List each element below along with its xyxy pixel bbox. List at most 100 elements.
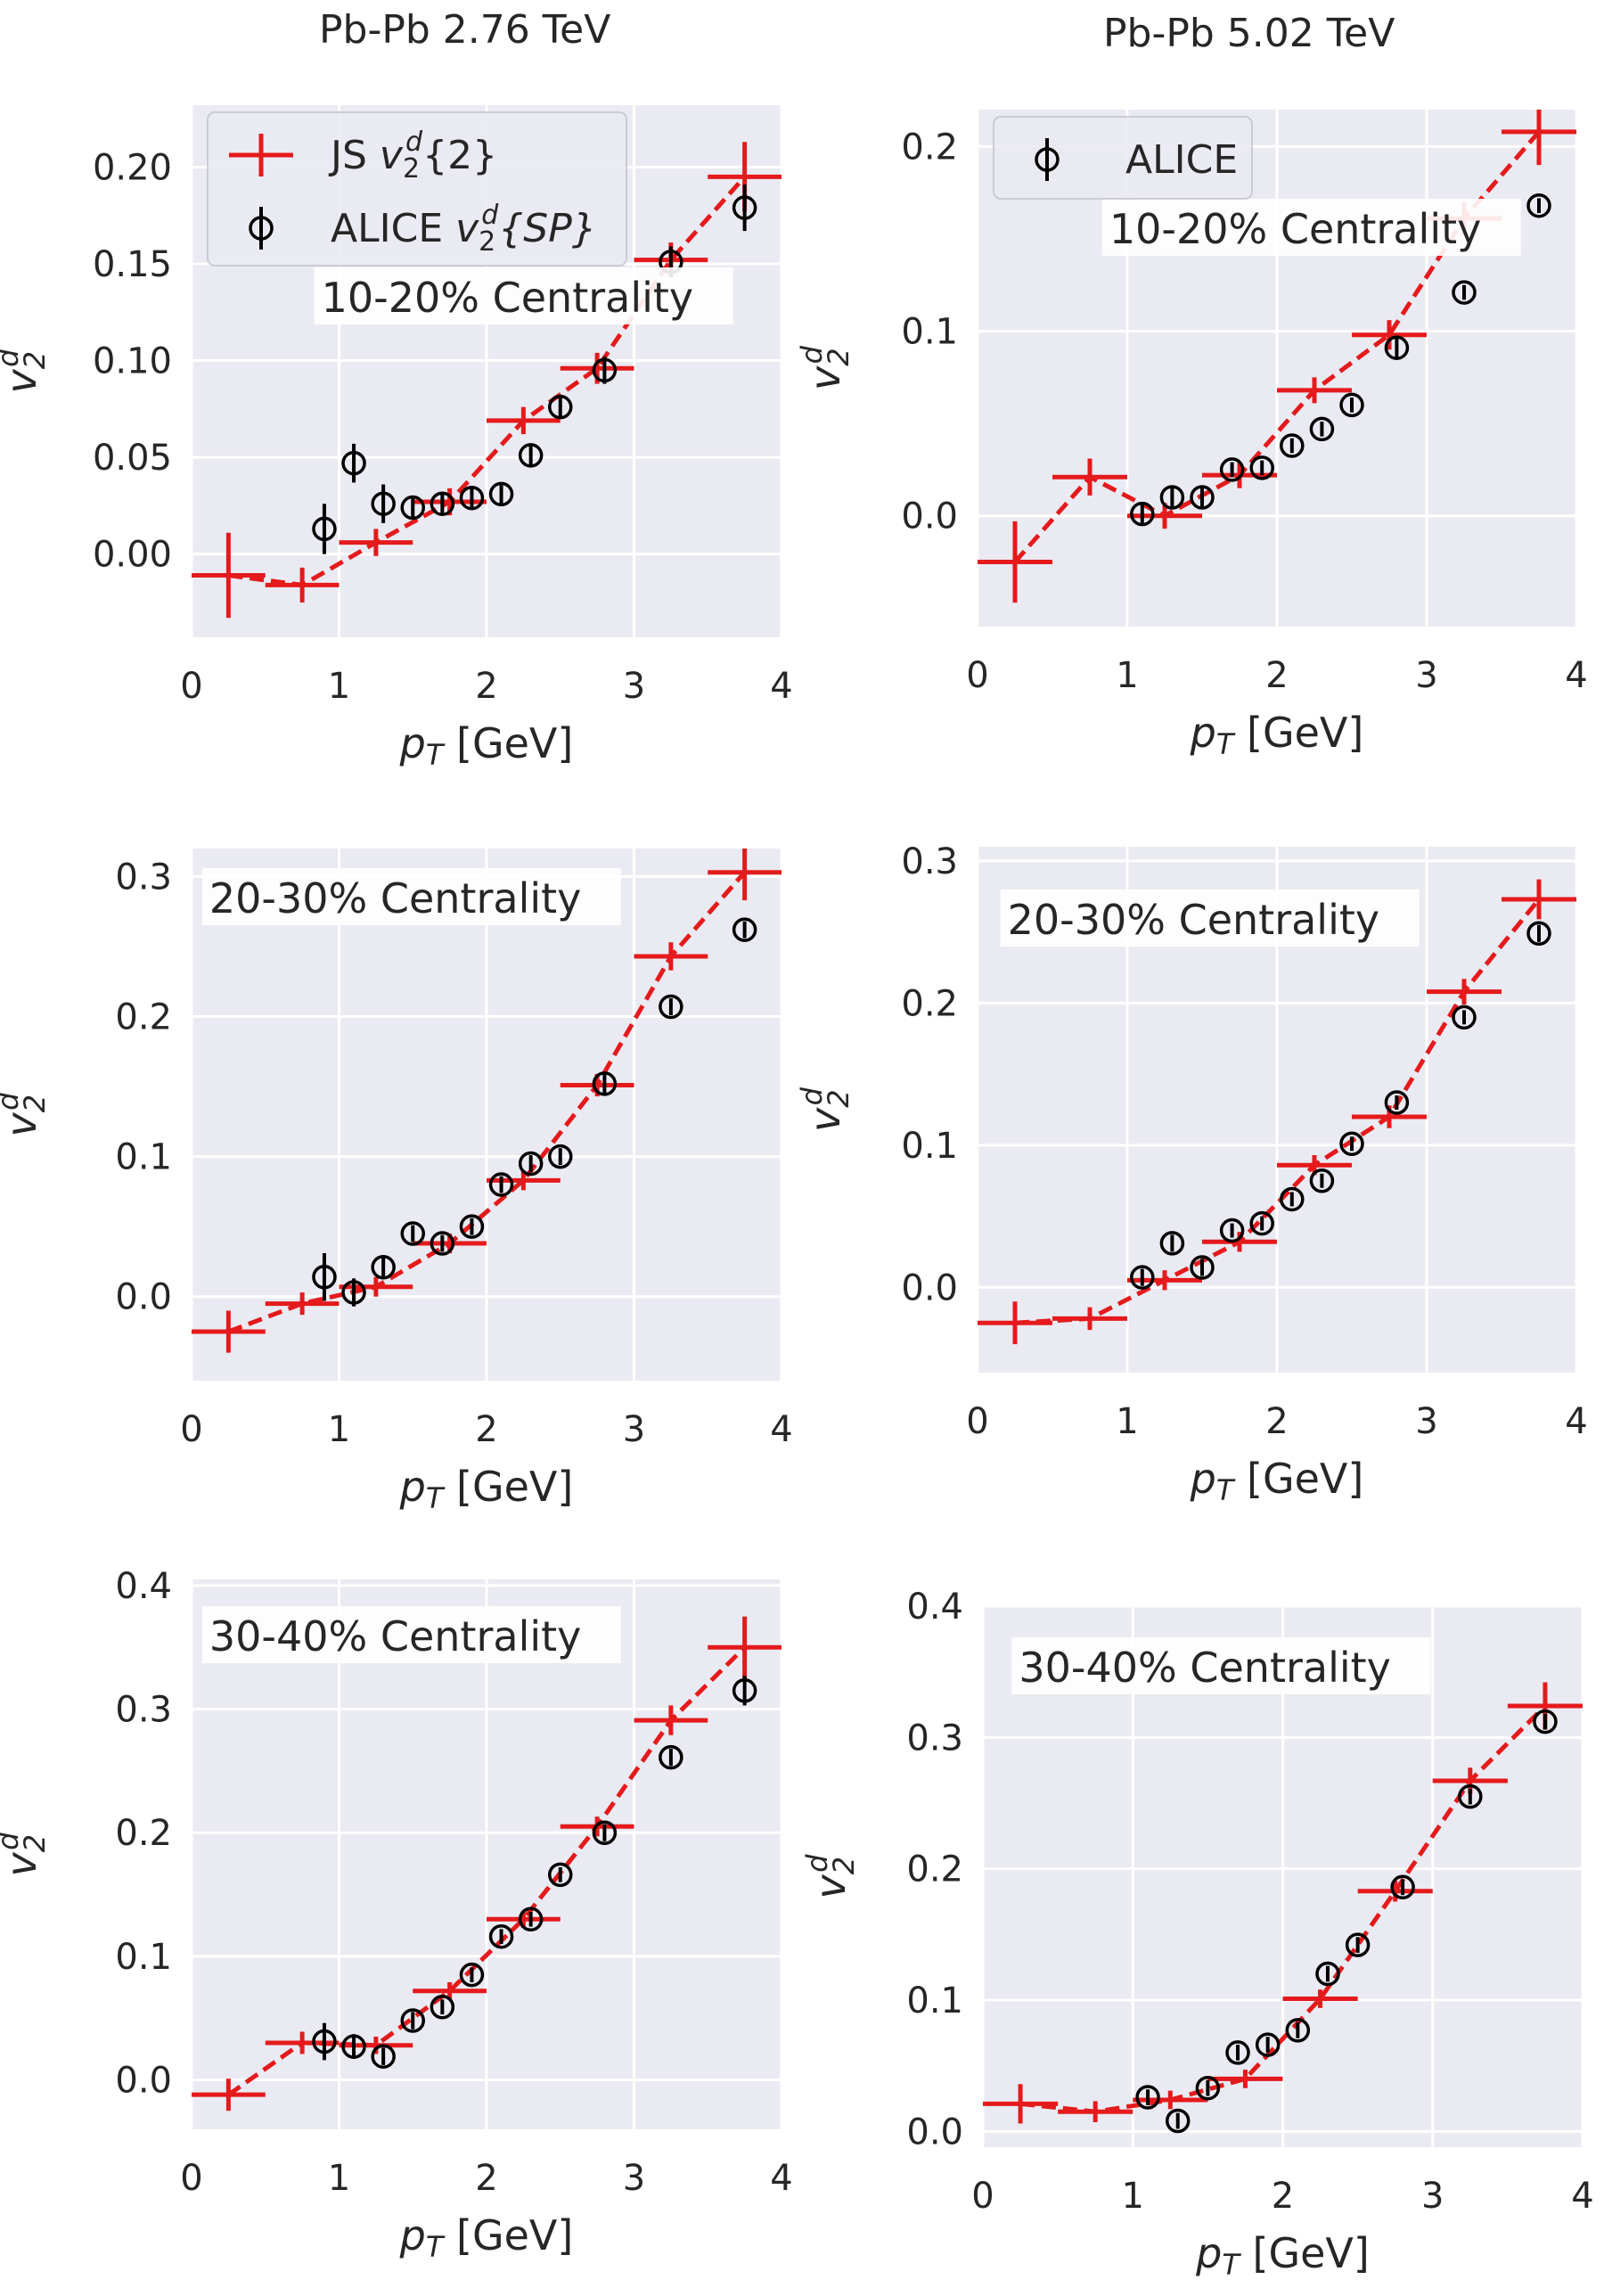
js-point: [413, 1982, 487, 2000]
panel-3: 0 1 2 3 4 0.0 0.1 0.2 0.3 pT [GeV] v2d 20-30% Centr…: [0, 849, 793, 1515]
alice-point: [592, 1071, 618, 1096]
y-tick-label: 0.2: [906, 1849, 963, 1890]
js-point: [634, 942, 708, 971]
js-point: [708, 849, 782, 901]
centrality-label: 30-40% Centrality: [209, 1612, 582, 1660]
js-point: [978, 521, 1052, 603]
alice-point: [459, 1214, 485, 1239]
y-axis-label: v2d: [795, 1086, 855, 1132]
x-tick-label: 4: [1565, 1401, 1587, 1442]
alice-marker: [548, 1862, 573, 1888]
alice-marker: [430, 1231, 455, 1256]
js-point: [192, 2079, 266, 2112]
alice-point: [1255, 2032, 1281, 2057]
legend-label: JS v2d{2}: [328, 127, 497, 184]
centrality-label: 10-20% Centrality: [1109, 205, 1482, 253]
alice-marker: [732, 1678, 757, 1703]
y-axis-label: v2d: [0, 1092, 52, 1137]
alice-point: [488, 481, 514, 507]
alice-point: [341, 1278, 366, 1307]
alice-point: [312, 2022, 337, 2061]
alice-point: [1384, 335, 1410, 360]
js-dashed-line: [228, 175, 747, 587]
y-tick-label: 0.2: [901, 983, 958, 1024]
alice-marker: [400, 2008, 425, 2033]
alice-point: [548, 1862, 573, 1888]
alice-point: [430, 1994, 455, 2020]
js-point: [1207, 2070, 1283, 2088]
alice-marker: [312, 516, 337, 542]
x-tick-label: 2: [1265, 1401, 1288, 1442]
alice-marker: [1190, 1255, 1215, 1280]
x-tick-label: 3: [623, 1409, 645, 1450]
alice-point: [1219, 1218, 1245, 1243]
js-point: [1058, 2101, 1133, 2123]
alice-point: [400, 2008, 425, 2033]
alice-point: [1309, 1168, 1335, 1193]
alice-point: [518, 443, 544, 468]
alice-point: [459, 485, 485, 511]
alice-marker: [1249, 455, 1274, 480]
alice-marker: [1309, 1168, 1335, 1193]
alice-marker: [312, 2029, 337, 2054]
alice-point: [518, 1151, 544, 1177]
js-point: [339, 1276, 413, 1297]
x-axis-label: pT [GeV]: [399, 719, 574, 772]
alice-point: [1339, 1131, 1364, 1157]
js-point: [265, 1292, 340, 1316]
y-tick-label: 0.4: [115, 1566, 172, 1607]
alice-point: [548, 394, 573, 420]
js-point: [634, 1705, 708, 1735]
alice-marker: [1159, 1231, 1185, 1256]
alice-point: [1533, 1709, 1558, 1734]
x-axis-label: pT [GeV]: [1190, 709, 1364, 761]
alice-marker: [1452, 280, 1477, 305]
alice-point: [1219, 457, 1245, 482]
alice-marker: [430, 491, 455, 516]
y-tick-label: 0.0: [901, 496, 958, 537]
alice-marker: [592, 1820, 618, 1845]
alice-marker: [1255, 2032, 1281, 2057]
x-tick-label: 1: [1116, 655, 1138, 696]
js-dashed-line: [1014, 898, 1541, 1325]
alice-point: [1130, 501, 1155, 527]
alice-marker: [518, 443, 544, 468]
y-axis-label: v2d: [0, 1832, 52, 1877]
alice-point: [1452, 1004, 1477, 1030]
alice-marker: [400, 1221, 425, 1246]
alice-marker: [341, 450, 366, 476]
alice-marker: [1339, 392, 1364, 418]
centrality-box: [1000, 890, 1420, 947]
alice-point: [548, 1144, 573, 1169]
alice-point: [1452, 280, 1477, 305]
alice-point: [1190, 1255, 1215, 1280]
alice-marker: [488, 1172, 514, 1197]
alice-point: [1315, 1961, 1340, 1987]
alice-point: [1526, 193, 1551, 218]
x-axis-label: pT [GeV]: [1190, 1455, 1364, 1507]
data-layer: [192, 1616, 782, 2112]
y-tick-label: 0.15: [93, 244, 172, 285]
alice-marker: [1458, 1784, 1483, 1809]
x-tick-label: 2: [475, 2158, 497, 2199]
panel-2: 0 1 2 3 4 0.0 0.1 0.2 pT [GeV] v2d 10-20% Centrali…: [795, 110, 1588, 761]
alice-point: [592, 357, 618, 384]
column-title-502: Pb-Pb 5.02 TeV: [1103, 11, 1395, 56]
alice-point: [488, 1923, 514, 1949]
x-axis-label: pT [GeV]: [399, 1463, 574, 1515]
alice-point: [1339, 392, 1364, 418]
alice-marker: [312, 1264, 337, 1290]
y-axis-label: v2d: [0, 348, 52, 394]
js-point: [983, 2084, 1059, 2124]
alice-marker: [1190, 485, 1215, 510]
y-tick-label: 0.1: [115, 1937, 172, 1978]
alice-marker: [1345, 1932, 1371, 1957]
alice-point: [341, 443, 366, 483]
js-point: [1357, 1880, 1433, 1902]
alice-marker: [371, 1254, 396, 1280]
legend-alice-marker: [1035, 147, 1060, 172]
alice-marker: [659, 994, 683, 1020]
alice-point: [1280, 433, 1305, 458]
alice-marker: [518, 1906, 544, 1932]
